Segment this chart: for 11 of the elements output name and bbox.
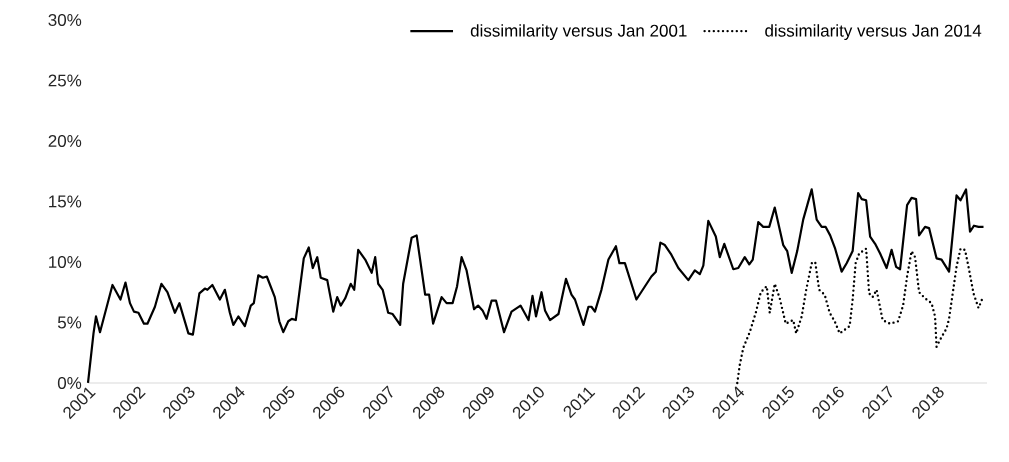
y-tick-label: 15%: [49, 195, 82, 208]
y-tick-label: 20%: [48, 134, 82, 148]
line-series: [736, 247, 984, 385]
line-series: [86, 188, 985, 385]
y-tick-label: 10%: [49, 255, 82, 269]
y-tick-label: 0%: [57, 376, 82, 390]
y-tick-label: 30%: [48, 13, 82, 27]
y-tick-label: 5%: [57, 316, 82, 329]
legend-label: dissimilarity versus Jan 2001: [470, 24, 687, 41]
legend-label: dissimilarity versus Jan 2014: [765, 24, 982, 41]
y-tick-label: 25%: [48, 74, 82, 87]
